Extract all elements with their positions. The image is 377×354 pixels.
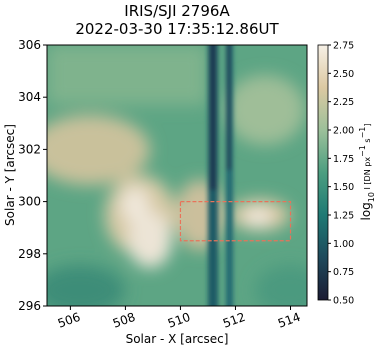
colorbar-tick-label: 1.00 (333, 239, 354, 250)
y-tick-label: 306 (18, 38, 41, 52)
colorbar-label-part: −1 (358, 145, 367, 157)
colorbar-label: log10 I [DN px−1 s−1] (358, 124, 376, 221)
colorbar-tick-label: 0.50 (333, 296, 354, 307)
x-tick-label: 512 (221, 310, 247, 331)
plot-frame (46, 44, 308, 307)
colorbar-label-part: s (363, 138, 372, 145)
solar-image (47, 45, 307, 306)
colorbar-tick-label: 2.00 (333, 126, 354, 137)
colorbar-tick-label: 1.25 (333, 211, 354, 222)
x-tick-label: 514 (276, 310, 302, 331)
title-line: IRIS/SJI 2796A (124, 2, 230, 20)
annotation-box (179, 201, 292, 242)
x-tick-label: 506 (56, 310, 82, 331)
colorbar (317, 44, 329, 301)
colorbar-tick-label: 2.25 (333, 97, 354, 108)
y-tick-label: 304 (18, 90, 41, 104)
y-axis-label: Solar - Y [arcsec] (3, 124, 17, 226)
colorbar-label-part: 10 (367, 192, 376, 202)
colorbar-label-part: −1 (358, 127, 367, 139)
y-tick-label: 298 (18, 247, 41, 261)
y-tick-label: 296 (18, 299, 41, 313)
colorbar-tick-label: 2.75 (333, 41, 354, 52)
y-tick-label: 300 (18, 195, 41, 209)
colorbar-label-part: log (359, 202, 373, 220)
colorbar-tick-label: 2.50 (333, 69, 354, 80)
x-axis-label: Solar - X [arcsec] (126, 332, 229, 346)
colorbar-label-part: I [DN px (363, 157, 372, 192)
colorbar-label-part: ] (363, 124, 372, 127)
x-tick-label: 510 (166, 310, 192, 331)
title-line: 2022-03-30 17:35:12.86UT (75, 20, 279, 38)
colorbar-tick-label: 0.75 (333, 267, 354, 278)
x-tick-label: 508 (111, 310, 137, 331)
colorbar-tick-label: 1.50 (333, 182, 354, 193)
colorbar-tick-label: 1.75 (333, 154, 354, 165)
y-tick-label: 302 (18, 142, 41, 156)
